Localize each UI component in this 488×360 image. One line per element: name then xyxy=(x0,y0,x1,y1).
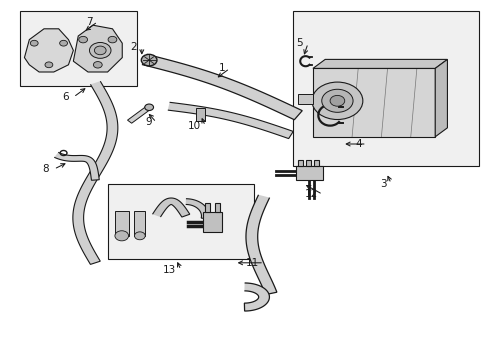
Bar xyxy=(205,203,210,212)
Circle shape xyxy=(45,62,53,68)
Bar xyxy=(107,184,254,259)
Bar xyxy=(203,212,222,232)
Bar xyxy=(20,11,137,86)
Circle shape xyxy=(89,42,111,58)
Polygon shape xyxy=(312,59,447,68)
Circle shape xyxy=(93,62,102,68)
Circle shape xyxy=(115,231,128,241)
Text: 7: 7 xyxy=(86,17,93,27)
Bar xyxy=(215,203,220,212)
PathPatch shape xyxy=(245,195,276,294)
Circle shape xyxy=(108,36,117,43)
Bar xyxy=(314,160,319,166)
Circle shape xyxy=(311,82,362,120)
PathPatch shape xyxy=(73,81,118,264)
Text: 1: 1 xyxy=(218,63,224,73)
Text: 12: 12 xyxy=(304,189,317,199)
Text: 10: 10 xyxy=(187,121,200,131)
PathPatch shape xyxy=(185,199,209,219)
PathPatch shape xyxy=(152,198,189,217)
PathPatch shape xyxy=(167,102,293,139)
PathPatch shape xyxy=(244,283,269,311)
Bar xyxy=(134,211,145,236)
Text: 2: 2 xyxy=(130,42,137,52)
Circle shape xyxy=(329,95,344,106)
Polygon shape xyxy=(298,94,312,104)
Text: 6: 6 xyxy=(61,92,68,102)
Bar xyxy=(115,211,128,236)
PathPatch shape xyxy=(127,106,151,123)
Polygon shape xyxy=(73,25,122,72)
Text: 5: 5 xyxy=(296,38,303,48)
PathPatch shape xyxy=(142,54,302,120)
Circle shape xyxy=(321,89,352,112)
Circle shape xyxy=(94,46,106,55)
Circle shape xyxy=(79,36,87,43)
Bar xyxy=(295,166,322,180)
Polygon shape xyxy=(434,59,447,137)
Text: 11: 11 xyxy=(245,258,259,268)
Circle shape xyxy=(60,40,67,46)
Circle shape xyxy=(30,40,38,46)
Text: 9: 9 xyxy=(144,117,151,127)
Circle shape xyxy=(144,104,153,111)
Circle shape xyxy=(141,54,157,66)
Bar xyxy=(293,11,478,166)
Bar xyxy=(195,108,205,121)
Polygon shape xyxy=(312,68,434,137)
Text: 8: 8 xyxy=(42,164,49,174)
Bar xyxy=(305,160,310,166)
Circle shape xyxy=(134,232,145,240)
Bar xyxy=(298,160,303,166)
Text: 3: 3 xyxy=(379,179,386,189)
Text: 13: 13 xyxy=(163,265,176,275)
PathPatch shape xyxy=(54,152,99,180)
Polygon shape xyxy=(24,29,73,72)
Text: 4: 4 xyxy=(354,139,361,149)
